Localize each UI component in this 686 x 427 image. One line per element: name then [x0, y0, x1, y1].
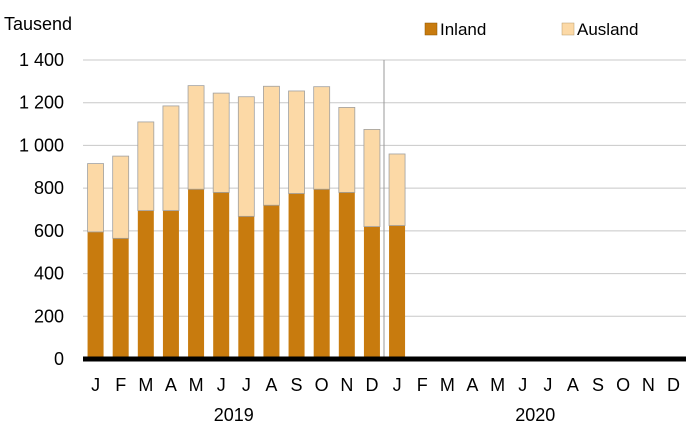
year-label: 2020	[515, 405, 555, 425]
bar-ausland	[137, 121, 155, 211]
x-tick-label: J	[543, 375, 552, 395]
bar-inland	[389, 225, 406, 359]
x-tick-label: D	[667, 375, 680, 395]
bar-ausland	[187, 85, 205, 190]
bar-inland	[162, 210, 179, 359]
x-tick-label: M	[189, 375, 204, 395]
bar-inland	[263, 205, 280, 359]
bar-inland	[363, 226, 380, 359]
y-tick-label: 1 000	[19, 135, 64, 155]
bars	[87, 85, 406, 359]
legend-swatch-ausland	[561, 22, 575, 36]
x-tick-label: A	[165, 375, 177, 395]
bar-ausland	[112, 155, 130, 239]
x-tick-label: D	[365, 375, 378, 395]
bar-ausland	[212, 92, 230, 193]
x-tick-label: A	[265, 375, 277, 395]
bar-ausland	[338, 107, 356, 193]
bar-ausland	[363, 129, 381, 227]
x-tick-label: M	[490, 375, 505, 395]
year-labels: 2019 2020	[214, 405, 556, 425]
year-label: 2019	[214, 405, 254, 425]
bar-ausland	[162, 105, 180, 211]
bar-inland	[112, 238, 129, 359]
bar-inland	[137, 210, 154, 359]
x-tick-label: A	[567, 375, 579, 395]
bar-ausland	[87, 163, 104, 233]
bar-inland	[338, 192, 355, 359]
bar-inland	[87, 231, 104, 359]
legend-label-ausland: Ausland	[577, 20, 638, 39]
y-tick-label: 800	[34, 178, 64, 198]
x-tick-label: O	[616, 375, 630, 395]
bar-inland	[313, 189, 330, 359]
x-tick-label: F	[115, 375, 126, 395]
x-tick-label: N	[340, 375, 353, 395]
y-tick-label: 200	[34, 306, 64, 326]
bar-inland	[288, 193, 305, 359]
y-tick-label: 1 400	[19, 50, 64, 70]
x-tick-label: M	[138, 375, 153, 395]
bar-inland	[238, 216, 255, 359]
bar-inland	[188, 189, 205, 359]
legend: Inland Ausland	[424, 20, 638, 39]
x-tick-label: F	[417, 375, 428, 395]
bar-ausland	[313, 86, 331, 190]
x-tick-label: S	[291, 375, 303, 395]
x-tick-label: J	[393, 375, 402, 395]
y-axis-label: Tausend	[4, 14, 72, 34]
x-tick-label: O	[315, 375, 329, 395]
bar-ausland	[237, 96, 255, 217]
x-tick-label: J	[91, 375, 100, 395]
bar-ausland	[288, 90, 305, 194]
x-tick-label: S	[592, 375, 604, 395]
bar-inland	[213, 192, 230, 359]
y-tick-labels: 0 200 400 600 800 1 000 1 200 1 400	[19, 50, 64, 369]
y-tick-label: 0	[54, 349, 64, 369]
x-tick-label: J	[518, 375, 527, 395]
y-tick-label: 1 200	[19, 93, 64, 113]
x-tick-label: N	[642, 375, 655, 395]
legend-swatch-inland	[424, 22, 438, 36]
y-tick-label: 400	[34, 264, 64, 284]
x-tick-label: J	[217, 375, 226, 395]
bar-ausland	[263, 85, 280, 206]
x-tick-label: A	[466, 375, 478, 395]
legend-label-inland: Inland	[440, 20, 486, 39]
x-tick-label: M	[440, 375, 455, 395]
y-tick-label: 600	[34, 221, 64, 241]
bar-ausland	[388, 153, 406, 226]
x-tick-label: J	[242, 375, 251, 395]
